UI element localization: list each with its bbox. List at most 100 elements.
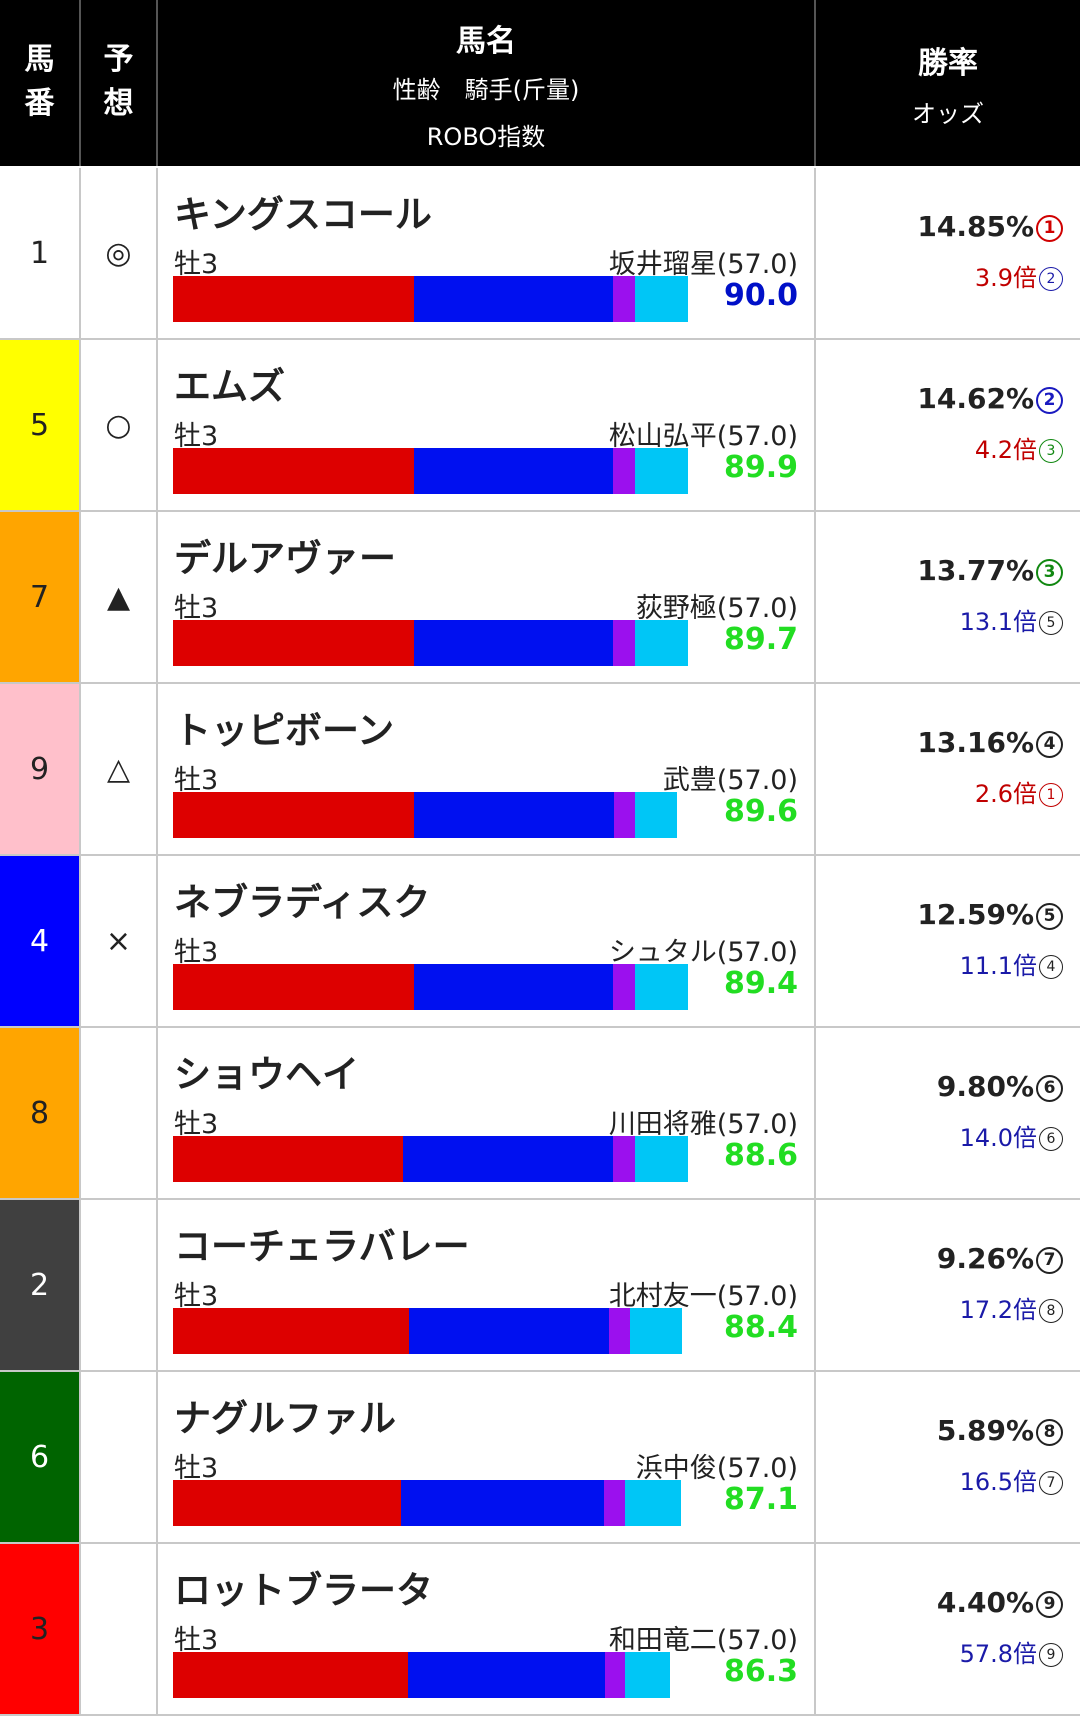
prediction-mark: △ <box>106 751 131 787</box>
odds: 3.9倍 2 <box>975 258 1063 293</box>
win-rate-rank-badge: 3 <box>1036 558 1063 586</box>
win-rate-rank-badge: 8 <box>1036 1418 1063 1446</box>
row-divider <box>0 1198 1080 1200</box>
bar-segment-purple <box>613 620 635 666</box>
horse-name[interactable]: エムズ <box>174 365 285 408</box>
robo-index-bar <box>173 792 677 838</box>
win-rate: 13.16% 4 <box>917 726 1063 759</box>
sex-age: 牡3 <box>174 593 219 624</box>
column-divider <box>79 340 81 510</box>
table-row[interactable]: 7 ▲ デルアヴァー 牡3 荻野極(57.0) 89.7 13.77% 3 13.1倍 5 <box>0 512 1080 682</box>
header-odds-label: オッズ <box>912 100 984 128</box>
bar-segment-red <box>173 276 414 322</box>
win-rate-rank-badge: 6 <box>1036 1074 1063 1102</box>
horse-name[interactable]: キングスコール <box>174 193 432 236</box>
odds-value: 16.5倍 <box>959 1468 1037 1496</box>
win-rate: 14.85% 1 <box>917 210 1063 243</box>
odds-value: 11.1倍 <box>959 952 1037 980</box>
horse-number-cell: 1 <box>0 168 79 338</box>
bar-segment-red <box>173 964 414 1010</box>
table-row[interactable]: 5 ○ エムズ 牡3 松山弘平(57.0) 89.9 14.62% 2 4.2倍 3 <box>0 340 1080 510</box>
column-divider <box>156 512 158 682</box>
sex-age: 牡3 <box>174 1281 219 1312</box>
table-row[interactable]: 4 × ネブラディスク 牡3 シュタル(57.0) 89.4 12.59% 5 11.1倍 4 <box>0 856 1080 1026</box>
horse-name[interactable]: ネブラディスク <box>174 881 431 924</box>
header-horse-name: 馬名 性齢 騎手(斤量) ROBO指数 <box>158 0 814 166</box>
odds-value: 13.1倍 <box>959 608 1037 636</box>
table-row[interactable]: 3 ロットブラータ 牡3 和田竜二(57.0) 86.3 4.40% 9 57.8倍 9 <box>0 1544 1080 1714</box>
column-divider <box>814 1200 816 1370</box>
column-divider <box>156 1372 158 1542</box>
bar-segment-red <box>173 1308 409 1354</box>
robo-index-bar <box>173 1308 682 1354</box>
win-rate-value: 5.89% <box>936 1414 1034 1447</box>
bar-segment-purple <box>613 1136 635 1182</box>
win-rate: 4.40% 9 <box>937 1586 1063 1619</box>
prediction-mark <box>81 1028 156 1198</box>
table-row[interactable]: 6 ナグルファル 牡3 浜中俊(57.0) 87.1 5.89% 8 16.5倍 7 <box>0 1372 1080 1542</box>
odds-rank-badge: 6 <box>1039 1127 1063 1151</box>
row-divider <box>0 1370 1080 1372</box>
horse-name[interactable]: ロットブラータ <box>174 1569 433 1612</box>
horse-name[interactable]: ナグルファル <box>174 1397 396 1440</box>
bar-segment-blue <box>414 620 613 666</box>
win-rate-rank-badge: 7 <box>1036 1246 1063 1274</box>
bar-segment-red <box>173 448 414 494</box>
odds-rank-badge: 3 <box>1039 439 1063 463</box>
odds-value: 17.2倍 <box>959 1296 1037 1324</box>
column-divider <box>814 512 816 682</box>
horse-number-cell: 8 <box>0 1028 79 1198</box>
column-divider <box>156 340 158 510</box>
table-row[interactable]: 1 ◎ キングスコール 牡3 坂井瑠星(57.0) 90.0 14.85% 1 3.9倍 2 <box>0 168 1080 338</box>
win-rate: 5.89% 8 <box>937 1414 1063 1447</box>
odds-rank-badge: 8 <box>1039 1299 1063 1323</box>
horse-name[interactable]: デルアヴァー <box>174 537 396 580</box>
odds-rank-badge: 7 <box>1039 1471 1063 1495</box>
robo-index-value: 87.1 <box>723 1482 798 1517</box>
bar-segment-blue <box>401 1480 604 1526</box>
sex-age: 牡3 <box>174 765 219 796</box>
bar-segment-purple <box>613 276 635 322</box>
jockey-weight: 和田竜二(57.0) <box>608 1625 798 1656</box>
bar-segment-cyan <box>630 1308 682 1354</box>
bar-segment-red <box>173 1480 401 1526</box>
robo-index-bar <box>173 1480 681 1526</box>
win-rate-rank-badge: 4 <box>1036 730 1063 758</box>
table-row[interactable]: 2 コーチェラバレー 牡3 北村友一(57.0) 88.4 9.26% 7 17.2倍 8 <box>0 1200 1080 1370</box>
prediction-mark <box>81 1372 156 1542</box>
horse-name[interactable]: ショウヘイ <box>174 1053 359 1096</box>
table-row[interactable]: 8 ショウヘイ 牡3 川田将雅(57.0) 88.6 9.80% 6 14.0倍 6 <box>0 1028 1080 1198</box>
robo-index-bar <box>173 1136 688 1182</box>
bar-segment-blue <box>409 1308 609 1354</box>
prediction-mark <box>81 1200 156 1370</box>
table-row[interactable]: 9 △ トッピボーン 牡3 武豊(57.0) 89.6 13.16% 4 2.6倍 1 <box>0 684 1080 854</box>
odds: 16.5倍 7 <box>960 1462 1063 1497</box>
row-divider <box>0 682 1080 684</box>
bar-segment-purple <box>614 792 635 838</box>
robo-index-value: 88.4 <box>723 1310 798 1345</box>
odds: 2.6倍 1 <box>975 774 1063 809</box>
win-rate-value: 9.26% <box>936 1242 1034 1275</box>
robo-index-value: 89.4 <box>723 966 798 1001</box>
bar-segment-red <box>173 792 414 838</box>
bar-segment-red <box>173 1652 408 1698</box>
column-divider <box>814 1028 816 1198</box>
jockey-weight: シュタル(57.0) <box>608 937 798 968</box>
robo-index-bar <box>173 448 688 494</box>
column-divider <box>814 856 816 1026</box>
column-divider <box>79 856 81 1026</box>
header-index-label: ROBO指数 <box>426 123 546 151</box>
odds-rank-badge: 5 <box>1039 611 1063 635</box>
odds-rank-badge: 2 <box>1039 267 1063 291</box>
odds: 11.1倍 4 <box>960 946 1063 981</box>
horse-number-cell: 4 <box>0 856 79 1026</box>
win-rate: 9.80% 6 <box>937 1070 1063 1103</box>
bar-segment-cyan <box>635 964 688 1010</box>
robo-index-value: 88.6 <box>723 1138 798 1173</box>
column-divider <box>814 684 816 854</box>
jockey-weight: 松山弘平(57.0) <box>608 421 798 452</box>
column-divider <box>156 1544 158 1714</box>
horse-name[interactable]: コーチェラバレー <box>174 1225 470 1268</box>
bar-segment-red <box>173 620 414 666</box>
horse-name[interactable]: トッピボーン <box>174 709 395 752</box>
